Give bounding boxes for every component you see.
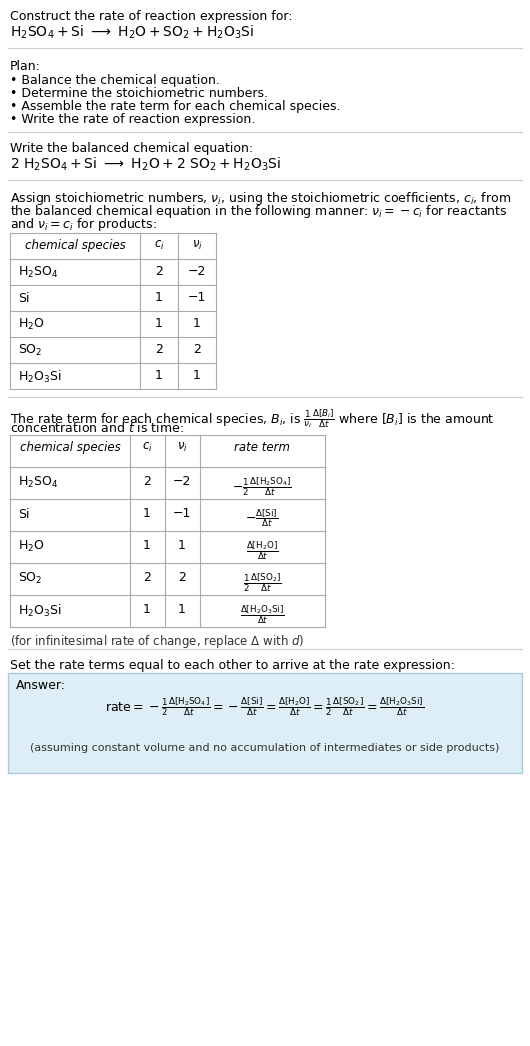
Text: The rate term for each chemical species, $B_i$, is $\frac{1}{\nu_i}\frac{\Delta[: The rate term for each chemical species,… <box>10 407 494 430</box>
Bar <box>8 673 522 773</box>
Text: (for infinitesimal rate of change, replace $\Delta$ with $d$): (for infinitesimal rate of change, repla… <box>10 633 304 650</box>
Text: the balanced chemical equation in the following manner: $\nu_i = -c_i$ for react: the balanced chemical equation in the fo… <box>10 203 508 220</box>
Text: 2: 2 <box>143 475 151 488</box>
Text: 1: 1 <box>143 539 151 552</box>
Text: 2: 2 <box>193 343 201 356</box>
Text: Set the rate terms equal to each other to arrive at the rate expression:: Set the rate terms equal to each other t… <box>10 659 455 672</box>
Text: $\mathrm{SO_2}$: $\mathrm{SO_2}$ <box>18 571 42 586</box>
Text: Assign stoichiometric numbers, $\nu_i$, using the stoichiometric coefficients, $: Assign stoichiometric numbers, $\nu_i$, … <box>10 190 511 207</box>
Text: $\mathrm{2\ H_2SO_4 + Si\ \longrightarrow\ H_2O + 2\ SO_2 + H_2O_3Si}$: $\mathrm{2\ H_2SO_4 + Si\ \longrightarro… <box>10 156 281 174</box>
Text: $\mathrm{Si}$: $\mathrm{Si}$ <box>18 507 30 521</box>
Text: $\mathrm{Si}$: $\mathrm{Si}$ <box>18 291 30 305</box>
Text: 1: 1 <box>155 317 163 329</box>
Text: chemical species: chemical species <box>24 238 126 252</box>
Text: 1: 1 <box>178 602 186 616</box>
Text: −2: −2 <box>173 475 191 488</box>
Text: $\frac{1}{2}\frac{\Delta[\mathrm{SO_2}]}{\Delta t}$: $\frac{1}{2}\frac{\Delta[\mathrm{SO_2}]}… <box>243 571 281 594</box>
Text: $\nu_i$: $\nu_i$ <box>191 238 202 252</box>
Text: $\mathrm{rate} = -\frac{1}{2}\frac{\Delta[\mathrm{H_2SO_4}]}{\Delta t}= -\frac{\: $\mathrm{rate} = -\frac{1}{2}\frac{\Delt… <box>105 695 425 718</box>
Text: 1: 1 <box>193 317 201 329</box>
Text: • Balance the chemical equation.: • Balance the chemical equation. <box>10 74 220 87</box>
Text: 1: 1 <box>155 369 163 382</box>
Text: $\mathrm{H_2O_3Si}$: $\mathrm{H_2O_3Si}$ <box>18 369 61 385</box>
Text: $\frac{\Delta[\mathrm{H_2O_3Si}]}{\Delta t}$: $\frac{\Delta[\mathrm{H_2O_3Si}]}{\Delta… <box>240 602 285 626</box>
Text: $\mathrm{H_2O}$: $\mathrm{H_2O}$ <box>18 539 45 554</box>
Text: $\mathrm{H_2O}$: $\mathrm{H_2O}$ <box>18 317 45 332</box>
Text: $-\frac{1}{2}\frac{\Delta[\mathrm{H_2SO_4}]}{\Delta t}$: $-\frac{1}{2}\frac{\Delta[\mathrm{H_2SO_… <box>232 475 292 498</box>
Text: 1: 1 <box>143 507 151 520</box>
Text: $\mathrm{H_2SO_4}$: $\mathrm{H_2SO_4}$ <box>18 265 58 280</box>
Text: 2: 2 <box>155 343 163 356</box>
Text: 1: 1 <box>193 369 201 382</box>
Text: −1: −1 <box>173 507 191 520</box>
Text: • Assemble the rate term for each chemical species.: • Assemble the rate term for each chemic… <box>10 100 340 113</box>
Text: Write the balanced chemical equation:: Write the balanced chemical equation: <box>10 142 253 155</box>
Text: $\mathrm{H_2SO_4}$: $\mathrm{H_2SO_4}$ <box>18 475 58 491</box>
Text: Plan:: Plan: <box>10 60 41 73</box>
Text: $c_i$: $c_i$ <box>154 238 164 252</box>
Text: 2: 2 <box>178 571 186 584</box>
Text: (assuming constant volume and no accumulation of intermediates or side products): (assuming constant volume and no accumul… <box>30 743 500 753</box>
Text: −1: −1 <box>188 291 206 304</box>
Text: −2: −2 <box>188 265 206 278</box>
Text: $\frac{\Delta[\mathrm{H_2O}]}{\Delta t}$: $\frac{\Delta[\mathrm{H_2O}]}{\Delta t}$ <box>246 539 278 562</box>
Text: Construct the rate of reaction expression for:: Construct the rate of reaction expressio… <box>10 10 293 23</box>
Text: 1: 1 <box>178 539 186 552</box>
Text: concentration and $t$ is time:: concentration and $t$ is time: <box>10 420 184 435</box>
Text: $c_i$: $c_i$ <box>142 441 152 454</box>
Text: and $\nu_i = c_i$ for products:: and $\nu_i = c_i$ for products: <box>10 217 157 233</box>
Text: $\mathrm{SO_2}$: $\mathrm{SO_2}$ <box>18 343 42 358</box>
Text: $\mathrm{H_2SO_4 + Si\ \longrightarrow\ H_2O + SO_2 + H_2O_3Si}$: $\mathrm{H_2SO_4 + Si\ \longrightarrow\ … <box>10 24 254 42</box>
Text: chemical species: chemical species <box>20 441 120 454</box>
Text: $-\frac{\Delta[\mathrm{Si}]}{\Delta t}$: $-\frac{\Delta[\mathrm{Si}]}{\Delta t}$ <box>245 507 279 529</box>
Text: 1: 1 <box>143 602 151 616</box>
Text: 2: 2 <box>155 265 163 278</box>
Text: • Write the rate of reaction expression.: • Write the rate of reaction expression. <box>10 113 255 126</box>
Text: Answer:: Answer: <box>16 679 66 692</box>
Text: $\mathrm{H_2O_3Si}$: $\mathrm{H_2O_3Si}$ <box>18 602 61 619</box>
Text: 1: 1 <box>155 291 163 304</box>
Text: • Determine the stoichiometric numbers.: • Determine the stoichiometric numbers. <box>10 87 268 100</box>
Text: $\nu_i$: $\nu_i$ <box>176 441 188 454</box>
Text: rate term: rate term <box>234 441 290 454</box>
Text: 2: 2 <box>143 571 151 584</box>
